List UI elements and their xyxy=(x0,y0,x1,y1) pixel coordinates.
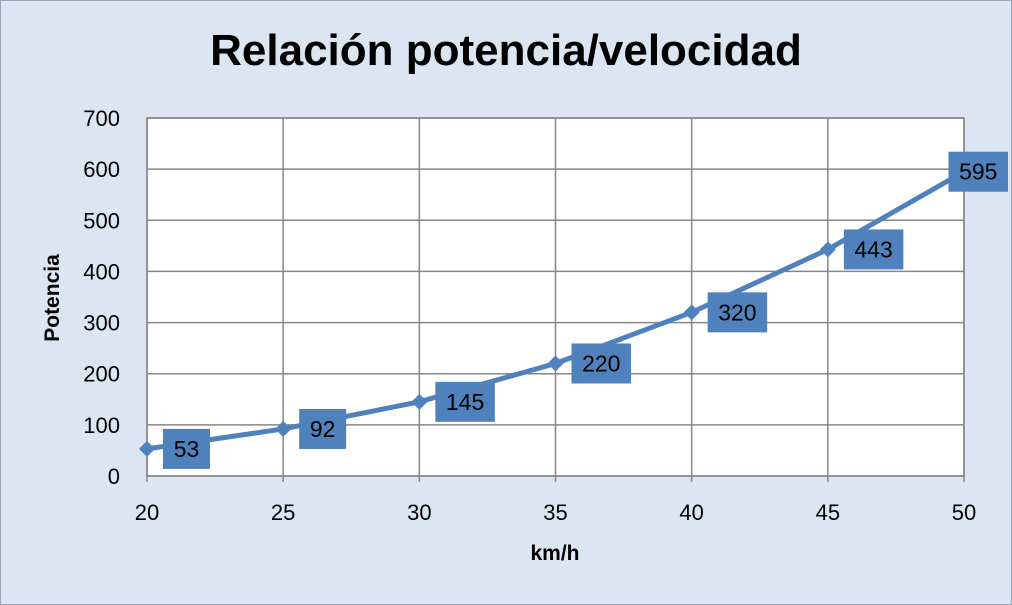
data-label-box xyxy=(843,229,904,270)
data-label-box xyxy=(707,292,768,333)
data-label: 53 xyxy=(174,436,200,462)
data-label: 92 xyxy=(310,416,336,442)
data-label-box xyxy=(435,381,495,422)
x-tick-label: 35 xyxy=(543,500,567,525)
chart-title: Relación potencia/velocidad xyxy=(210,26,802,75)
data-label: 443 xyxy=(854,236,892,262)
data-point-marker xyxy=(819,241,836,258)
y-tick-label: 300 xyxy=(83,311,120,336)
data-point-marker xyxy=(139,440,155,457)
y-tick-label: 400 xyxy=(83,259,120,284)
data-label: 145 xyxy=(446,389,484,415)
data-label: 595 xyxy=(959,159,997,185)
data-label-box xyxy=(299,408,347,449)
data-label: 220 xyxy=(582,350,620,376)
x-tick-label: 40 xyxy=(679,500,703,525)
x-tick-label: 50 xyxy=(952,500,976,525)
y-tick-label: 100 xyxy=(83,413,120,438)
y-tick-label: 600 xyxy=(83,157,120,182)
x-tick-label: 25 xyxy=(271,500,295,525)
x-tick-label: 30 xyxy=(407,500,431,525)
y-tick-label: 0 xyxy=(108,464,120,489)
data-point-marker xyxy=(275,420,292,437)
data-label: 320 xyxy=(718,299,756,325)
y-tick-label: 200 xyxy=(83,362,120,387)
data-point-marker xyxy=(683,304,700,321)
data-point-marker xyxy=(547,355,564,372)
data-label-box xyxy=(571,343,631,384)
data-label-box xyxy=(948,151,1008,192)
data-label-box xyxy=(163,428,210,469)
x-axis-label: km/h xyxy=(530,542,580,565)
y-tick-label: 500 xyxy=(83,208,120,233)
data-point-marker xyxy=(411,393,428,410)
x-tick-label: 45 xyxy=(816,500,840,525)
x-tick-label: 20 xyxy=(135,500,159,525)
y-tick-label: 700 xyxy=(83,106,120,131)
